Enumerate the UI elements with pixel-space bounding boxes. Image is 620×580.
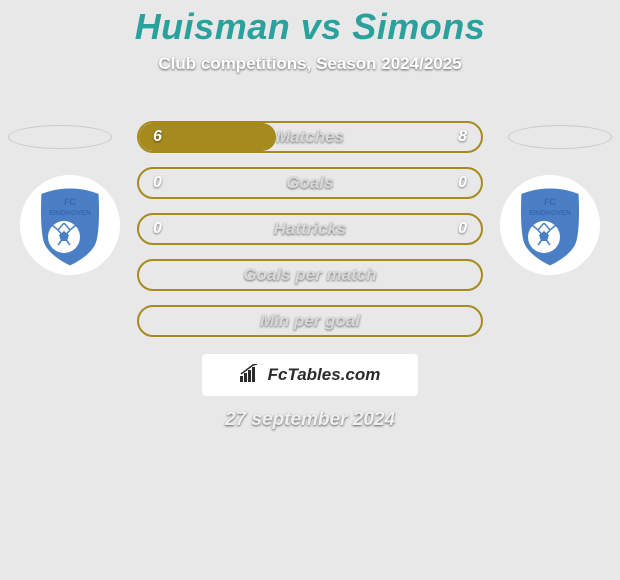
page-title: Huisman vs Simons xyxy=(0,0,620,48)
stat-label: Goals xyxy=(139,173,481,193)
brand-chart-icon xyxy=(240,364,262,387)
stat-row: Goals per match xyxy=(137,259,483,291)
stats-container: Matches68Goals00Hattricks00Goals per mat… xyxy=(137,121,483,351)
left-club-badge: FC EINDHOVEN xyxy=(20,175,120,275)
stat-value-right: 8 xyxy=(458,128,467,146)
title-player-left: Huisman xyxy=(135,6,291,47)
brand-text: FcTables.com xyxy=(268,365,381,385)
stat-label: Min per goal xyxy=(139,311,481,331)
svg-text:EINDHOVEN: EINDHOVEN xyxy=(529,210,571,217)
stat-value-left: 0 xyxy=(153,174,162,192)
stat-value-right: 0 xyxy=(458,220,467,238)
stat-value-left: 0 xyxy=(153,220,162,238)
page-root: Huisman vs Simons Club competitions, Sea… xyxy=(0,0,620,580)
stat-label: Hattricks xyxy=(139,219,481,239)
footer-date: 27 september 2024 xyxy=(0,409,620,431)
stat-row: Hattricks0 0 xyxy=(137,213,483,245)
svg-text:FC: FC xyxy=(64,197,76,207)
svg-text:EINDHOVEN: EINDHOVEN xyxy=(49,210,91,217)
page-subtitle: Club competitions, Season 2024/2025 xyxy=(0,54,620,74)
stat-label: Matches xyxy=(139,127,481,147)
title-player-right: Simons xyxy=(352,6,485,47)
stat-value-left: 6 xyxy=(153,128,162,146)
right-club-badge: FC EINDHOVEN xyxy=(500,175,600,275)
stat-value-right: 0 xyxy=(458,174,467,192)
svg-text:FC: FC xyxy=(544,197,556,207)
stat-row: Matches6 8 xyxy=(137,121,483,153)
stat-label: Goals per match xyxy=(139,265,481,285)
stat-row: Min per goal xyxy=(137,305,483,337)
brand-box[interactable]: FcTables.com xyxy=(202,354,418,396)
right-player-marker xyxy=(508,125,612,149)
left-player-marker xyxy=(8,125,112,149)
title-vs: vs xyxy=(290,6,352,47)
stat-row: Goals0 0 xyxy=(137,167,483,199)
